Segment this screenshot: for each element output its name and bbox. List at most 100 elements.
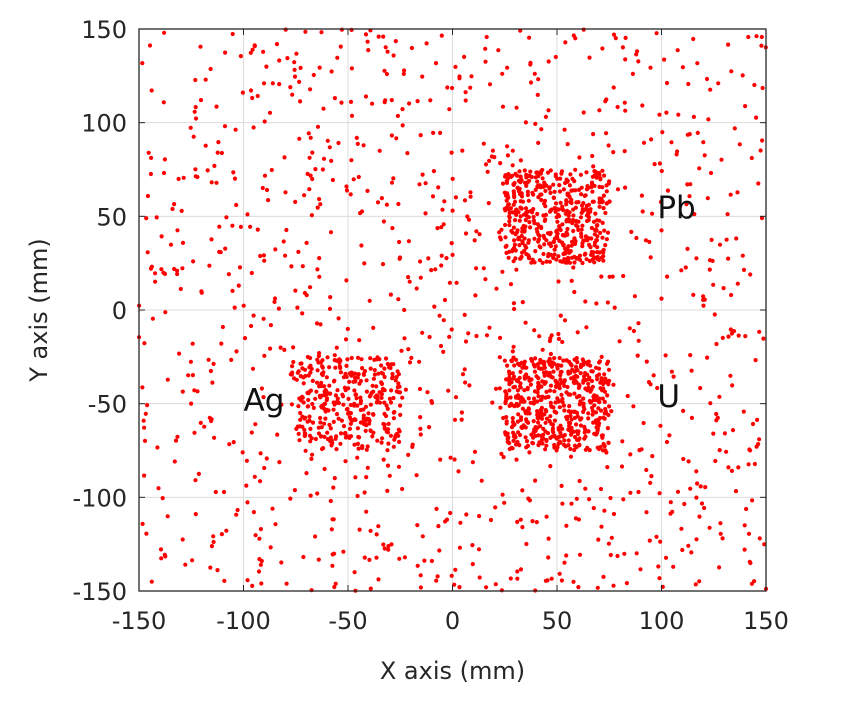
data-point <box>566 438 571 443</box>
data-point <box>250 583 255 589</box>
data-point <box>596 406 601 411</box>
data-point <box>316 425 321 430</box>
data-point <box>449 241 454 246</box>
data-point <box>487 325 492 330</box>
data-point <box>507 215 512 220</box>
data-point <box>668 511 673 516</box>
data-point <box>729 292 734 298</box>
data-point <box>390 371 395 377</box>
data-point <box>385 361 390 367</box>
data-point <box>232 176 238 181</box>
data-point <box>611 511 617 517</box>
data-point <box>558 370 563 375</box>
data-point <box>345 357 350 362</box>
data-point <box>560 434 565 439</box>
data-point <box>145 193 150 199</box>
data-point <box>629 229 634 234</box>
data-point <box>654 31 659 36</box>
data-point <box>431 169 436 174</box>
data-point <box>253 422 258 427</box>
data-point <box>298 99 303 104</box>
data-point <box>251 313 256 318</box>
data-point <box>561 358 566 363</box>
data-point <box>406 239 411 244</box>
data-point <box>569 197 574 202</box>
data-point <box>648 382 653 387</box>
data-point <box>518 174 523 179</box>
data-point <box>539 405 545 410</box>
data-point <box>510 430 516 435</box>
data-point <box>574 219 579 224</box>
data-point <box>740 253 745 258</box>
data-point <box>546 555 551 560</box>
data-point <box>556 331 561 337</box>
data-point <box>353 379 358 384</box>
data-point <box>560 204 565 209</box>
data-point <box>355 375 360 380</box>
data-point <box>261 316 266 321</box>
data-point <box>526 198 531 203</box>
data-point <box>415 563 420 568</box>
data-point <box>470 460 475 465</box>
data-point <box>553 54 558 60</box>
data-point <box>685 246 690 251</box>
data-point <box>262 258 267 263</box>
data-point <box>597 204 602 209</box>
data-point <box>726 256 731 261</box>
data-point <box>701 294 706 299</box>
data-point <box>602 372 607 377</box>
data-point <box>336 416 341 421</box>
data-point <box>322 421 327 426</box>
data-point <box>522 359 527 364</box>
data-point <box>559 363 564 368</box>
data-point <box>248 224 253 229</box>
data-point <box>322 466 327 472</box>
data-point <box>605 393 610 398</box>
data-point <box>518 158 524 163</box>
data-point <box>611 583 616 588</box>
data-point <box>611 150 616 155</box>
data-point <box>366 48 371 53</box>
data-point <box>351 177 356 182</box>
data-point <box>665 274 670 279</box>
data-point <box>386 544 391 549</box>
data-point <box>505 195 510 200</box>
data-point <box>567 250 572 255</box>
data-point <box>142 438 148 443</box>
data-point <box>310 378 315 383</box>
data-point <box>502 500 507 505</box>
data-point <box>639 193 645 198</box>
data-point <box>258 253 263 259</box>
data-point <box>396 297 401 302</box>
data-point <box>382 400 387 405</box>
data-point <box>379 440 384 445</box>
data-point <box>582 436 587 441</box>
data-point <box>600 220 605 225</box>
data-point <box>551 195 557 201</box>
data-point <box>440 207 445 212</box>
data-point <box>757 536 762 541</box>
data-point <box>205 168 210 173</box>
data-point <box>176 176 181 182</box>
data-point <box>442 199 447 204</box>
data-point <box>338 44 343 49</box>
data-point <box>284 227 289 233</box>
data-point <box>507 377 512 382</box>
data-point <box>219 532 224 537</box>
data-point <box>573 516 579 521</box>
data-point <box>598 230 603 235</box>
data-point <box>583 377 588 382</box>
data-point <box>420 330 425 335</box>
data-point <box>321 106 326 111</box>
data-point <box>261 49 266 54</box>
data-point <box>437 548 442 553</box>
data-point <box>606 181 611 186</box>
data-point <box>602 399 607 404</box>
data-point <box>390 376 395 381</box>
data-point <box>384 202 389 207</box>
data-point <box>468 190 473 195</box>
data-point <box>648 255 653 260</box>
data-point <box>257 536 262 541</box>
data-point <box>338 431 344 436</box>
data-point <box>343 435 348 440</box>
